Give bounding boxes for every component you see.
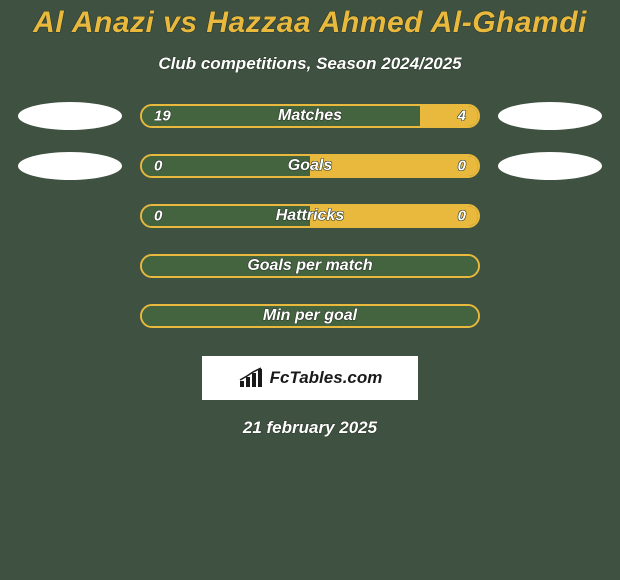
stat-bar: 00Goals: [140, 154, 480, 178]
stat-rows: 194Matches 00Goals 00Hattricks Goals per ma…: [0, 102, 620, 330]
player-indicator-left: [18, 152, 122, 180]
player-indicator-right: [498, 102, 602, 130]
stat-label: Hattricks: [142, 207, 478, 225]
spacer: [498, 302, 602, 330]
stat-row: Goals per match: [0, 252, 620, 280]
spacer: [498, 252, 602, 280]
stat-label: Matches: [142, 107, 478, 125]
player-indicator-right: [498, 152, 602, 180]
stat-row: Min per goal: [0, 302, 620, 330]
spacer: [18, 202, 122, 230]
comparison-infographic: Al Anazi vs Hazzaa Ahmed Al-Ghamdi Club …: [0, 0, 620, 438]
stat-label: Goals per match: [142, 257, 478, 275]
stat-label: Goals: [142, 157, 478, 175]
spacer: [18, 302, 122, 330]
stat-bar: 00Hattricks: [140, 204, 480, 228]
date: 21 february 2025: [0, 418, 620, 438]
spacer: [18, 252, 122, 280]
stat-bar: Min per goal: [140, 304, 480, 328]
stat-row: 194Matches: [0, 102, 620, 130]
subtitle: Club competitions, Season 2024/2025: [0, 54, 620, 74]
stat-row: 00Goals: [0, 152, 620, 180]
stat-bar: Goals per match: [140, 254, 480, 278]
logo-text: FcTables.com: [270, 368, 383, 388]
spacer: [498, 202, 602, 230]
stat-row: 00Hattricks: [0, 202, 620, 230]
stat-bar: 194Matches: [140, 104, 480, 128]
logo-box: FcTables.com: [202, 356, 418, 400]
page-title: Al Anazi vs Hazzaa Ahmed Al-Ghamdi: [0, 2, 620, 46]
stat-label: Min per goal: [142, 307, 478, 325]
bars-icon: [238, 367, 264, 389]
player-indicator-left: [18, 102, 122, 130]
